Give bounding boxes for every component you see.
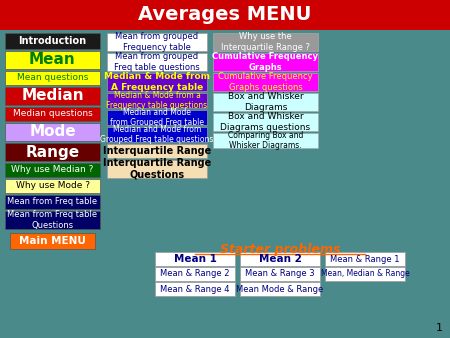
Text: Mean 2: Mean 2 [259, 254, 302, 264]
Text: Interquartile Range: Interquartile Range [103, 146, 211, 156]
Text: Median & Mode from
A Frequency table: Median & Mode from A Frequency table [104, 72, 210, 92]
Text: Median & Mode from a
Frequency table questions: Median & Mode from a Frequency table que… [107, 91, 207, 110]
Text: Why use Median ?: Why use Median ? [11, 166, 94, 174]
Text: Cumulative Frequency
Graphs: Cumulative Frequency Graphs [212, 52, 319, 72]
FancyBboxPatch shape [5, 195, 100, 209]
FancyBboxPatch shape [213, 93, 318, 111]
Text: Comparing Box and
Whisker Diagrams.: Comparing Box and Whisker Diagrams. [228, 131, 303, 150]
Text: Main MENU: Main MENU [19, 236, 86, 246]
FancyBboxPatch shape [155, 267, 235, 281]
FancyBboxPatch shape [10, 233, 95, 249]
FancyBboxPatch shape [5, 51, 100, 69]
FancyBboxPatch shape [325, 252, 405, 266]
Text: Median and Mode
from Grouped Freq table: Median and Mode from Grouped Freq table [110, 108, 204, 127]
FancyBboxPatch shape [107, 33, 207, 51]
FancyBboxPatch shape [155, 282, 235, 296]
Text: Box and Whisker
Diagrams: Box and Whisker Diagrams [228, 92, 303, 112]
Text: Mean & Range 1: Mean & Range 1 [330, 255, 400, 264]
Text: 1: 1 [436, 323, 443, 333]
FancyBboxPatch shape [325, 267, 405, 281]
FancyBboxPatch shape [107, 110, 207, 125]
Text: Starter problems: Starter problems [220, 243, 340, 257]
FancyBboxPatch shape [5, 33, 100, 49]
Text: Mean from Freq table
Questions: Mean from Freq table Questions [8, 210, 98, 230]
FancyBboxPatch shape [213, 33, 318, 51]
Text: Mean: Mean [29, 52, 76, 68]
Text: Median and Mode from
Grouped Freq table questions: Median and Mode from Grouped Freq table … [100, 125, 214, 144]
FancyBboxPatch shape [5, 71, 100, 85]
FancyBboxPatch shape [107, 144, 207, 158]
FancyBboxPatch shape [213, 113, 318, 131]
FancyBboxPatch shape [5, 107, 100, 121]
FancyBboxPatch shape [5, 143, 100, 161]
FancyBboxPatch shape [5, 211, 100, 229]
Text: Averages MENU: Averages MENU [138, 5, 312, 24]
FancyBboxPatch shape [107, 127, 207, 142]
Text: Introduction: Introduction [18, 36, 86, 46]
Text: Why use the
Interquartile Range ?: Why use the Interquartile Range ? [221, 32, 310, 52]
FancyBboxPatch shape [107, 53, 207, 71]
Text: Mode: Mode [29, 124, 76, 140]
FancyBboxPatch shape [213, 73, 318, 91]
Text: Median: Median [21, 89, 84, 103]
FancyBboxPatch shape [5, 163, 100, 177]
FancyBboxPatch shape [240, 267, 320, 281]
Text: Mean & Range 3: Mean & Range 3 [245, 269, 315, 279]
Text: Mean questions: Mean questions [17, 73, 88, 82]
FancyBboxPatch shape [213, 53, 318, 71]
Text: Box and Whisker
Diagrams questions: Box and Whisker Diagrams questions [220, 112, 310, 132]
Text: Median questions: Median questions [13, 110, 92, 119]
Text: Mean & Range 4: Mean & Range 4 [160, 285, 230, 293]
Text: Cumulative Frequency
Graphs questions: Cumulative Frequency Graphs questions [218, 72, 313, 92]
Text: Mean 1: Mean 1 [174, 254, 216, 264]
Text: Mean Mode & Range: Mean Mode & Range [236, 285, 324, 293]
FancyBboxPatch shape [107, 73, 207, 91]
FancyBboxPatch shape [0, 0, 450, 30]
Text: Interquartile Range
Questions: Interquartile Range Questions [103, 158, 211, 180]
Text: Mean from grouped
Freq table questions: Mean from grouped Freq table questions [114, 52, 200, 72]
FancyBboxPatch shape [5, 179, 100, 193]
FancyBboxPatch shape [107, 93, 207, 108]
Text: Mean, Median & Range: Mean, Median & Range [320, 269, 410, 279]
Text: Mean from grouped
Frequency table: Mean from grouped Frequency table [116, 32, 198, 52]
FancyBboxPatch shape [155, 252, 235, 266]
Text: Range: Range [26, 145, 80, 160]
FancyBboxPatch shape [5, 123, 100, 141]
Text: Why use Mode ?: Why use Mode ? [15, 182, 90, 191]
FancyBboxPatch shape [240, 252, 320, 266]
FancyBboxPatch shape [5, 87, 100, 105]
Text: Mean from Freq table: Mean from Freq table [8, 197, 98, 207]
Text: Mean & Range 2: Mean & Range 2 [160, 269, 230, 279]
FancyBboxPatch shape [107, 160, 207, 178]
FancyBboxPatch shape [240, 282, 320, 296]
FancyBboxPatch shape [213, 133, 318, 148]
